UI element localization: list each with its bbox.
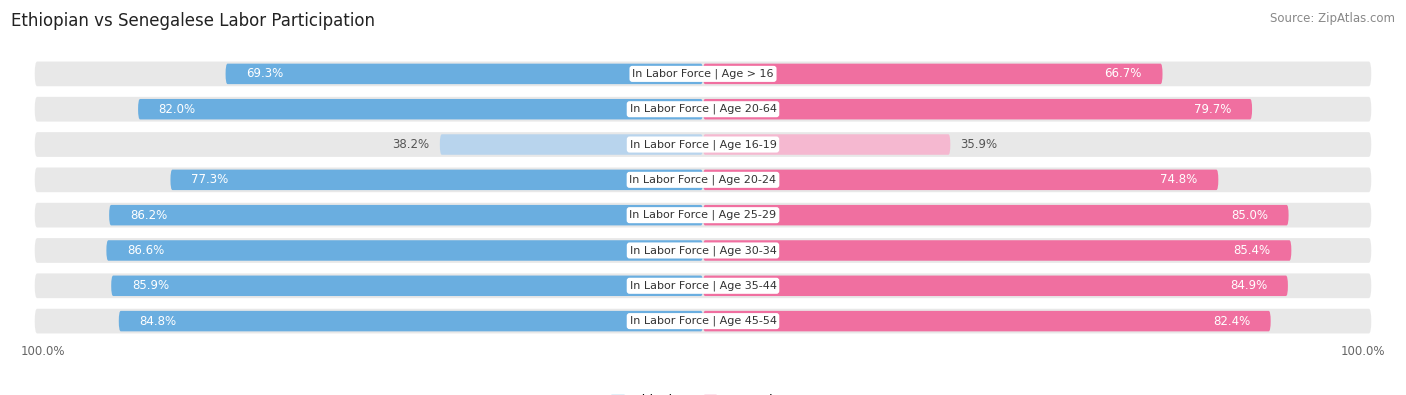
FancyBboxPatch shape (138, 99, 703, 119)
Text: 85.4%: 85.4% (1233, 244, 1271, 257)
FancyBboxPatch shape (35, 309, 1371, 333)
FancyBboxPatch shape (225, 64, 703, 84)
FancyBboxPatch shape (703, 311, 1271, 331)
FancyBboxPatch shape (170, 169, 703, 190)
Text: 100.0%: 100.0% (21, 345, 66, 358)
FancyBboxPatch shape (35, 62, 1371, 86)
Text: 74.8%: 74.8% (1160, 173, 1198, 186)
Text: Source: ZipAtlas.com: Source: ZipAtlas.com (1270, 12, 1395, 25)
Text: 82.4%: 82.4% (1213, 314, 1250, 327)
Text: 79.7%: 79.7% (1194, 103, 1232, 116)
FancyBboxPatch shape (35, 238, 1371, 263)
Text: In Labor Force | Age 30-34: In Labor Force | Age 30-34 (630, 245, 776, 256)
Text: 77.3%: 77.3% (191, 173, 228, 186)
FancyBboxPatch shape (703, 134, 950, 155)
Text: Ethiopian vs Senegalese Labor Participation: Ethiopian vs Senegalese Labor Participat… (11, 12, 375, 30)
FancyBboxPatch shape (703, 99, 1253, 119)
Text: 100.0%: 100.0% (1340, 345, 1385, 358)
Text: 66.7%: 66.7% (1105, 68, 1142, 81)
FancyBboxPatch shape (703, 64, 1163, 84)
Text: 85.0%: 85.0% (1230, 209, 1268, 222)
Text: 86.2%: 86.2% (129, 209, 167, 222)
FancyBboxPatch shape (118, 311, 703, 331)
FancyBboxPatch shape (703, 205, 1289, 226)
Text: 85.9%: 85.9% (132, 279, 169, 292)
Text: In Labor Force | Age 25-29: In Labor Force | Age 25-29 (630, 210, 776, 220)
Text: In Labor Force | Age 35-44: In Labor Force | Age 35-44 (630, 280, 776, 291)
Text: In Labor Force | Age 20-64: In Labor Force | Age 20-64 (630, 104, 776, 115)
Text: 86.6%: 86.6% (127, 244, 165, 257)
FancyBboxPatch shape (35, 132, 1371, 157)
Text: 84.8%: 84.8% (139, 314, 177, 327)
FancyBboxPatch shape (35, 167, 1371, 192)
Text: 82.0%: 82.0% (159, 103, 195, 116)
Text: 84.9%: 84.9% (1230, 279, 1267, 292)
Text: In Labor Force | Age 45-54: In Labor Force | Age 45-54 (630, 316, 776, 326)
Text: 35.9%: 35.9% (960, 138, 998, 151)
FancyBboxPatch shape (107, 240, 703, 261)
FancyBboxPatch shape (703, 240, 1291, 261)
FancyBboxPatch shape (35, 273, 1371, 298)
FancyBboxPatch shape (703, 169, 1219, 190)
Text: 69.3%: 69.3% (246, 68, 284, 81)
Text: In Labor Force | Age 16-19: In Labor Force | Age 16-19 (630, 139, 776, 150)
FancyBboxPatch shape (703, 276, 1288, 296)
FancyBboxPatch shape (111, 276, 703, 296)
FancyBboxPatch shape (110, 205, 703, 226)
FancyBboxPatch shape (35, 97, 1371, 122)
Legend: Ethiopian, Senegalese: Ethiopian, Senegalese (612, 394, 794, 395)
FancyBboxPatch shape (35, 203, 1371, 228)
Text: 38.2%: 38.2% (392, 138, 429, 151)
FancyBboxPatch shape (440, 134, 703, 155)
Text: In Labor Force | Age > 16: In Labor Force | Age > 16 (633, 69, 773, 79)
Text: In Labor Force | Age 20-24: In Labor Force | Age 20-24 (630, 175, 776, 185)
